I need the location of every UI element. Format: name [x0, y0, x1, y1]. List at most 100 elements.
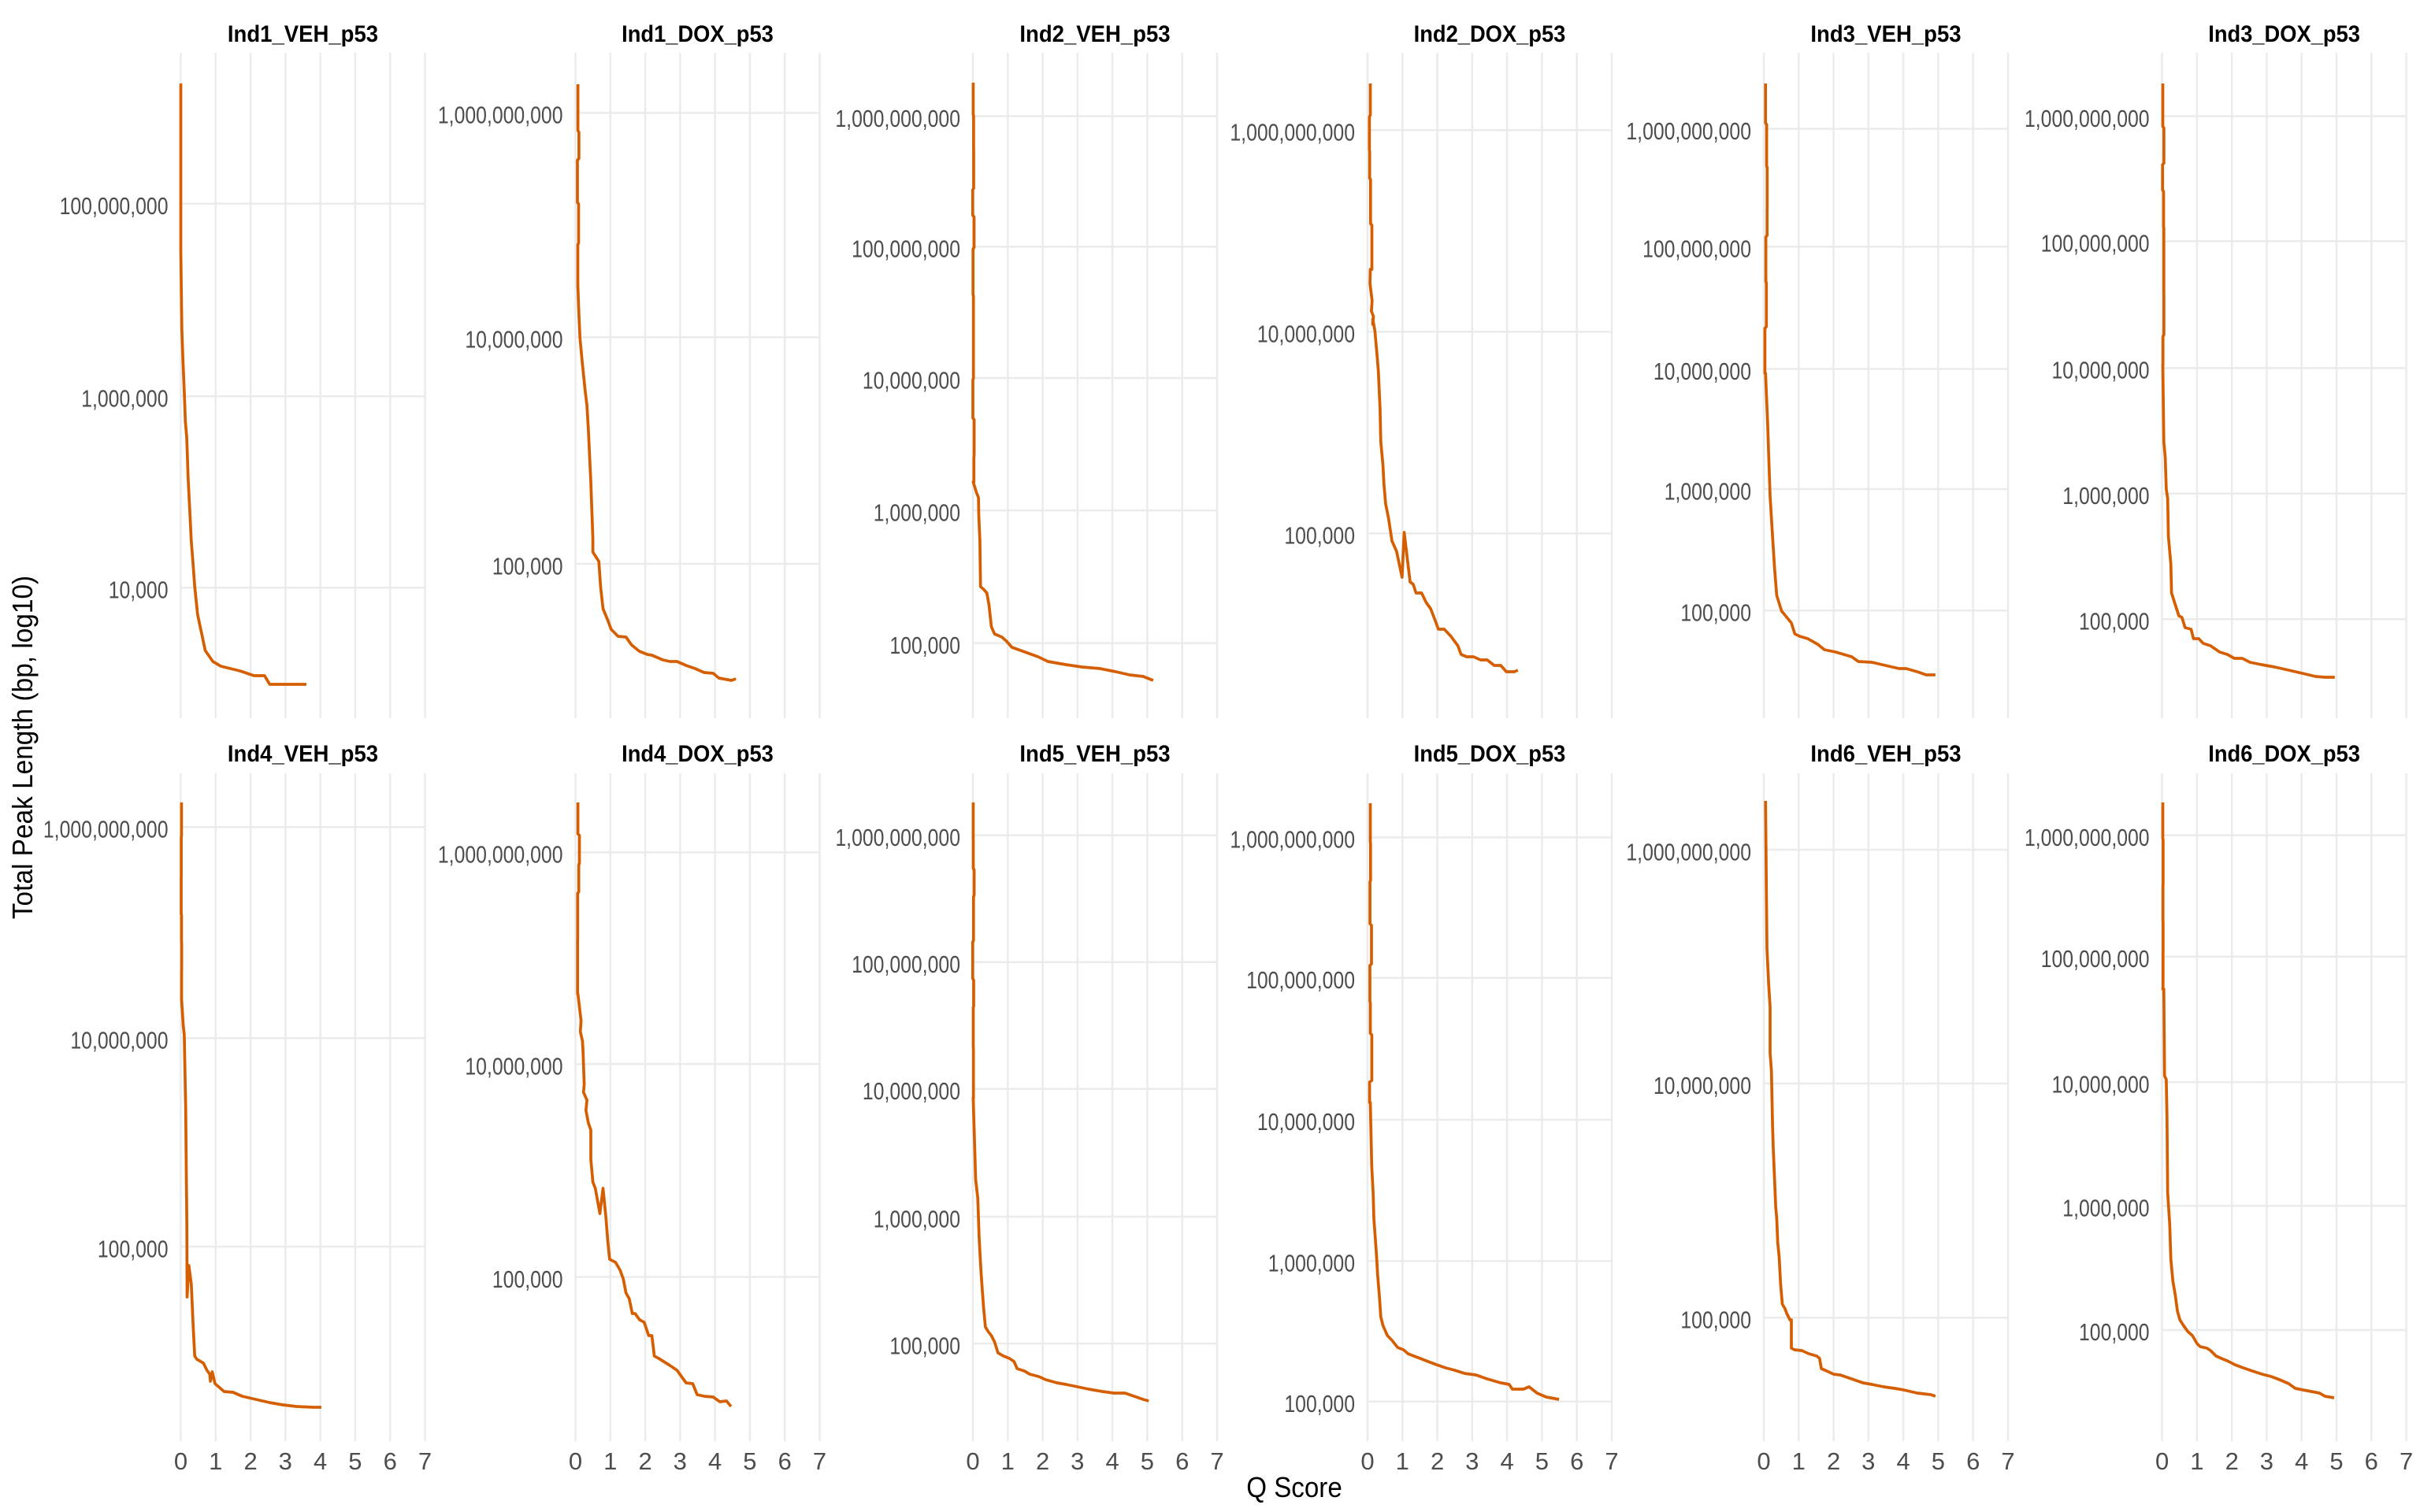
svg-text:0: 0 — [174, 1447, 187, 1475]
svg-text:100,000: 100,000 — [1680, 599, 1751, 627]
svg-text:1: 1 — [1396, 1447, 1409, 1475]
svg-text:7: 7 — [2001, 1447, 2014, 1475]
svg-text:6: 6 — [778, 1447, 792, 1475]
svg-text:2: 2 — [2225, 1447, 2239, 1475]
svg-text:100,000: 100,000 — [2079, 608, 2150, 636]
svg-text:7: 7 — [2400, 1447, 2413, 1475]
svg-text:6: 6 — [1966, 1447, 1980, 1475]
svg-text:1,000,000: 1,000,000 — [2062, 482, 2149, 510]
svg-text:1: 1 — [1792, 1447, 1806, 1475]
svg-text:100,000,000: 100,000,000 — [1642, 235, 1751, 263]
svg-text:2: 2 — [1431, 1447, 1444, 1475]
svg-text:3: 3 — [1861, 1447, 1875, 1475]
svg-text:Ind4_DOX_p53: Ind4_DOX_p53 — [622, 741, 774, 767]
svg-text:Ind1_VEH_p53: Ind1_VEH_p53 — [228, 21, 378, 47]
svg-text:100,000,000: 100,000,000 — [852, 235, 960, 263]
svg-text:1,000,000,000: 1,000,000,000 — [1626, 838, 1751, 865]
svg-text:10,000,000: 10,000,000 — [465, 1052, 562, 1080]
svg-text:1,000,000: 1,000,000 — [874, 498, 960, 526]
svg-text:4: 4 — [2295, 1447, 2308, 1475]
svg-text:Ind5_DOX_p53: Ind5_DOX_p53 — [1414, 741, 1566, 767]
svg-text:5: 5 — [1932, 1447, 1945, 1475]
svg-text:100,000,000: 100,000,000 — [852, 951, 960, 978]
svg-text:Ind2_DOX_p53: Ind2_DOX_p53 — [1414, 21, 1566, 47]
svg-text:6: 6 — [1175, 1447, 1189, 1475]
svg-text:7: 7 — [418, 1447, 432, 1475]
svg-text:3: 3 — [279, 1447, 292, 1475]
svg-text:1,000,000,000: 1,000,000,000 — [438, 102, 563, 129]
svg-text:Q Score: Q Score — [1246, 1471, 1342, 1503]
svg-text:1,000,000,000: 1,000,000,000 — [1626, 117, 1751, 145]
svg-text:0: 0 — [2155, 1447, 2169, 1475]
svg-text:100,000,000: 100,000,000 — [1246, 966, 1355, 994]
svg-text:6: 6 — [1570, 1447, 1583, 1475]
svg-text:Ind6_DOX_p53: Ind6_DOX_p53 — [2208, 741, 2360, 767]
svg-text:7: 7 — [813, 1447, 826, 1475]
svg-text:4: 4 — [1105, 1447, 1119, 1475]
svg-text:1,000,000,000: 1,000,000,000 — [2025, 105, 2150, 132]
svg-text:10,000,000: 10,000,000 — [1257, 1108, 1355, 1136]
svg-text:1,000,000,000: 1,000,000,000 — [2025, 824, 2150, 851]
svg-text:2: 2 — [1827, 1447, 1840, 1475]
svg-text:2: 2 — [1036, 1447, 1049, 1475]
svg-text:100,000: 100,000 — [1284, 1390, 1355, 1418]
svg-text:10,000,000: 10,000,000 — [2052, 1070, 2150, 1098]
svg-text:1,000,000,000: 1,000,000,000 — [1230, 119, 1355, 146]
svg-text:10,000,000: 10,000,000 — [70, 1027, 168, 1054]
svg-text:5: 5 — [1141, 1447, 1154, 1475]
svg-text:100,000,000: 100,000,000 — [2041, 230, 2150, 258]
svg-text:6: 6 — [2365, 1447, 2378, 1475]
svg-text:1,000,000,000: 1,000,000,000 — [43, 816, 169, 843]
svg-text:Ind5_VEH_p53: Ind5_VEH_p53 — [1019, 741, 1170, 767]
svg-text:2: 2 — [243, 1447, 257, 1475]
svg-text:Ind1_DOX_p53: Ind1_DOX_p53 — [622, 21, 774, 47]
svg-text:1: 1 — [209, 1447, 222, 1475]
svg-text:100,000: 100,000 — [98, 1235, 169, 1262]
svg-text:5: 5 — [348, 1447, 362, 1475]
svg-text:Ind2_VEH_p53: Ind2_VEH_p53 — [1019, 21, 1170, 47]
svg-text:100,000: 100,000 — [1680, 1306, 1751, 1334]
svg-text:100,000,000: 100,000,000 — [2041, 945, 2150, 973]
svg-text:3: 3 — [1071, 1447, 1084, 1475]
svg-text:0: 0 — [1360, 1447, 1374, 1475]
svg-text:10,000,000: 10,000,000 — [1257, 321, 1355, 348]
svg-text:5: 5 — [1535, 1447, 1549, 1475]
svg-text:Ind3_VEH_p53: Ind3_VEH_p53 — [1810, 21, 1961, 47]
svg-text:3: 3 — [674, 1447, 687, 1475]
svg-text:1: 1 — [1001, 1447, 1015, 1475]
svg-text:Ind6_VEH_p53: Ind6_VEH_p53 — [1810, 741, 1961, 767]
svg-text:0: 0 — [569, 1447, 582, 1475]
svg-text:1,000,000: 1,000,000 — [1268, 1250, 1355, 1277]
svg-text:10,000,000: 10,000,000 — [863, 366, 960, 394]
svg-text:7: 7 — [1605, 1447, 1618, 1475]
svg-text:2: 2 — [638, 1447, 651, 1475]
svg-text:100,000: 100,000 — [2079, 1318, 2150, 1346]
svg-text:10,000,000: 10,000,000 — [863, 1077, 960, 1105]
svg-text:10,000,000: 10,000,000 — [465, 326, 562, 354]
svg-text:0: 0 — [1757, 1447, 1770, 1475]
svg-text:6: 6 — [384, 1447, 397, 1475]
svg-text:4: 4 — [314, 1447, 327, 1475]
svg-text:1,000,000,000: 1,000,000,000 — [835, 824, 960, 851]
svg-text:100,000: 100,000 — [492, 1266, 563, 1293]
svg-text:100,000: 100,000 — [492, 552, 563, 580]
svg-text:100,000: 100,000 — [889, 632, 960, 659]
svg-text:1,000,000,000: 1,000,000,000 — [438, 841, 563, 869]
svg-text:10,000,000: 10,000,000 — [2052, 357, 2150, 384]
svg-text:1,000,000: 1,000,000 — [2062, 1195, 2149, 1222]
svg-text:1,000,000,000: 1,000,000,000 — [835, 105, 960, 132]
svg-text:10,000,000: 10,000,000 — [1654, 1072, 1751, 1099]
svg-text:Ind3_DOX_p53: Ind3_DOX_p53 — [2208, 21, 2360, 47]
svg-text:1: 1 — [2190, 1447, 2203, 1475]
svg-text:4: 4 — [1896, 1447, 1910, 1475]
svg-text:10,000: 10,000 — [109, 576, 169, 604]
svg-text:1,000,000: 1,000,000 — [874, 1205, 960, 1232]
svg-text:Ind4_VEH_p53: Ind4_VEH_p53 — [228, 741, 378, 767]
svg-text:4: 4 — [708, 1447, 722, 1475]
svg-text:3: 3 — [2260, 1447, 2273, 1475]
svg-text:0: 0 — [966, 1447, 979, 1475]
svg-text:100,000,000: 100,000,000 — [60, 192, 169, 220]
svg-text:1,000,000: 1,000,000 — [81, 385, 168, 413]
svg-text:5: 5 — [743, 1447, 756, 1475]
svg-text:1,000,000: 1,000,000 — [1665, 477, 1751, 505]
